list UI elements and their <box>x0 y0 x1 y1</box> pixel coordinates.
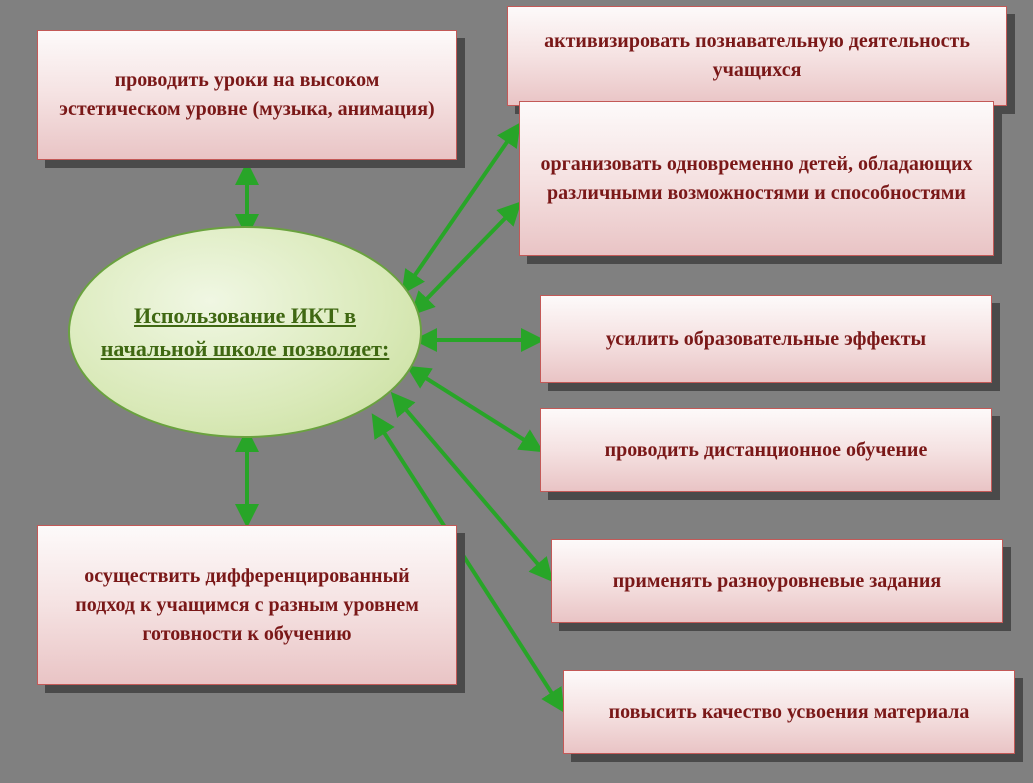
diagram-box: применять разноуровневые задания <box>551 539 1003 623</box>
box-text: организовать одновременно детей, обладаю… <box>534 150 979 208</box>
box-text: проводить уроки на высоком эстетическом … <box>52 66 442 124</box>
center-ellipse: Использование ИКТ в начальной школе позв… <box>68 226 422 438</box>
diagram-box: проводить уроки на высоком эстетическом … <box>37 30 457 160</box>
box-text: осуществить дифференцированный подход к … <box>52 562 442 649</box>
diagram-box: усилить образовательные эффекты <box>540 295 992 383</box>
box-text: усилить образовательные эффекты <box>606 325 926 354</box>
diagram-box: осуществить дифференцированный подход к … <box>37 525 457 685</box>
arrow <box>416 207 516 310</box>
arrow <box>413 370 537 448</box>
box-text: проводить дистанционное обучение <box>605 436 928 465</box>
box-text: повысить качество усвоения материала <box>609 698 970 727</box>
diagram-box: повысить качество усвоения материала <box>563 670 1015 754</box>
diagram-box: активизировать познавательную деятельнос… <box>507 6 1007 106</box>
diagram-box: организовать одновременно детей, обладаю… <box>519 101 994 256</box>
center-text: Использование ИКТ в начальной школе позв… <box>100 299 390 365</box>
box-text: применять разноуровневые задания <box>613 567 941 596</box>
box-text: активизировать познавательную деятельнос… <box>522 27 992 85</box>
diagram-box: проводить дистанционное обучение <box>540 408 992 492</box>
diagram-canvas: проводить уроки на высоком эстетическом … <box>0 0 1033 783</box>
